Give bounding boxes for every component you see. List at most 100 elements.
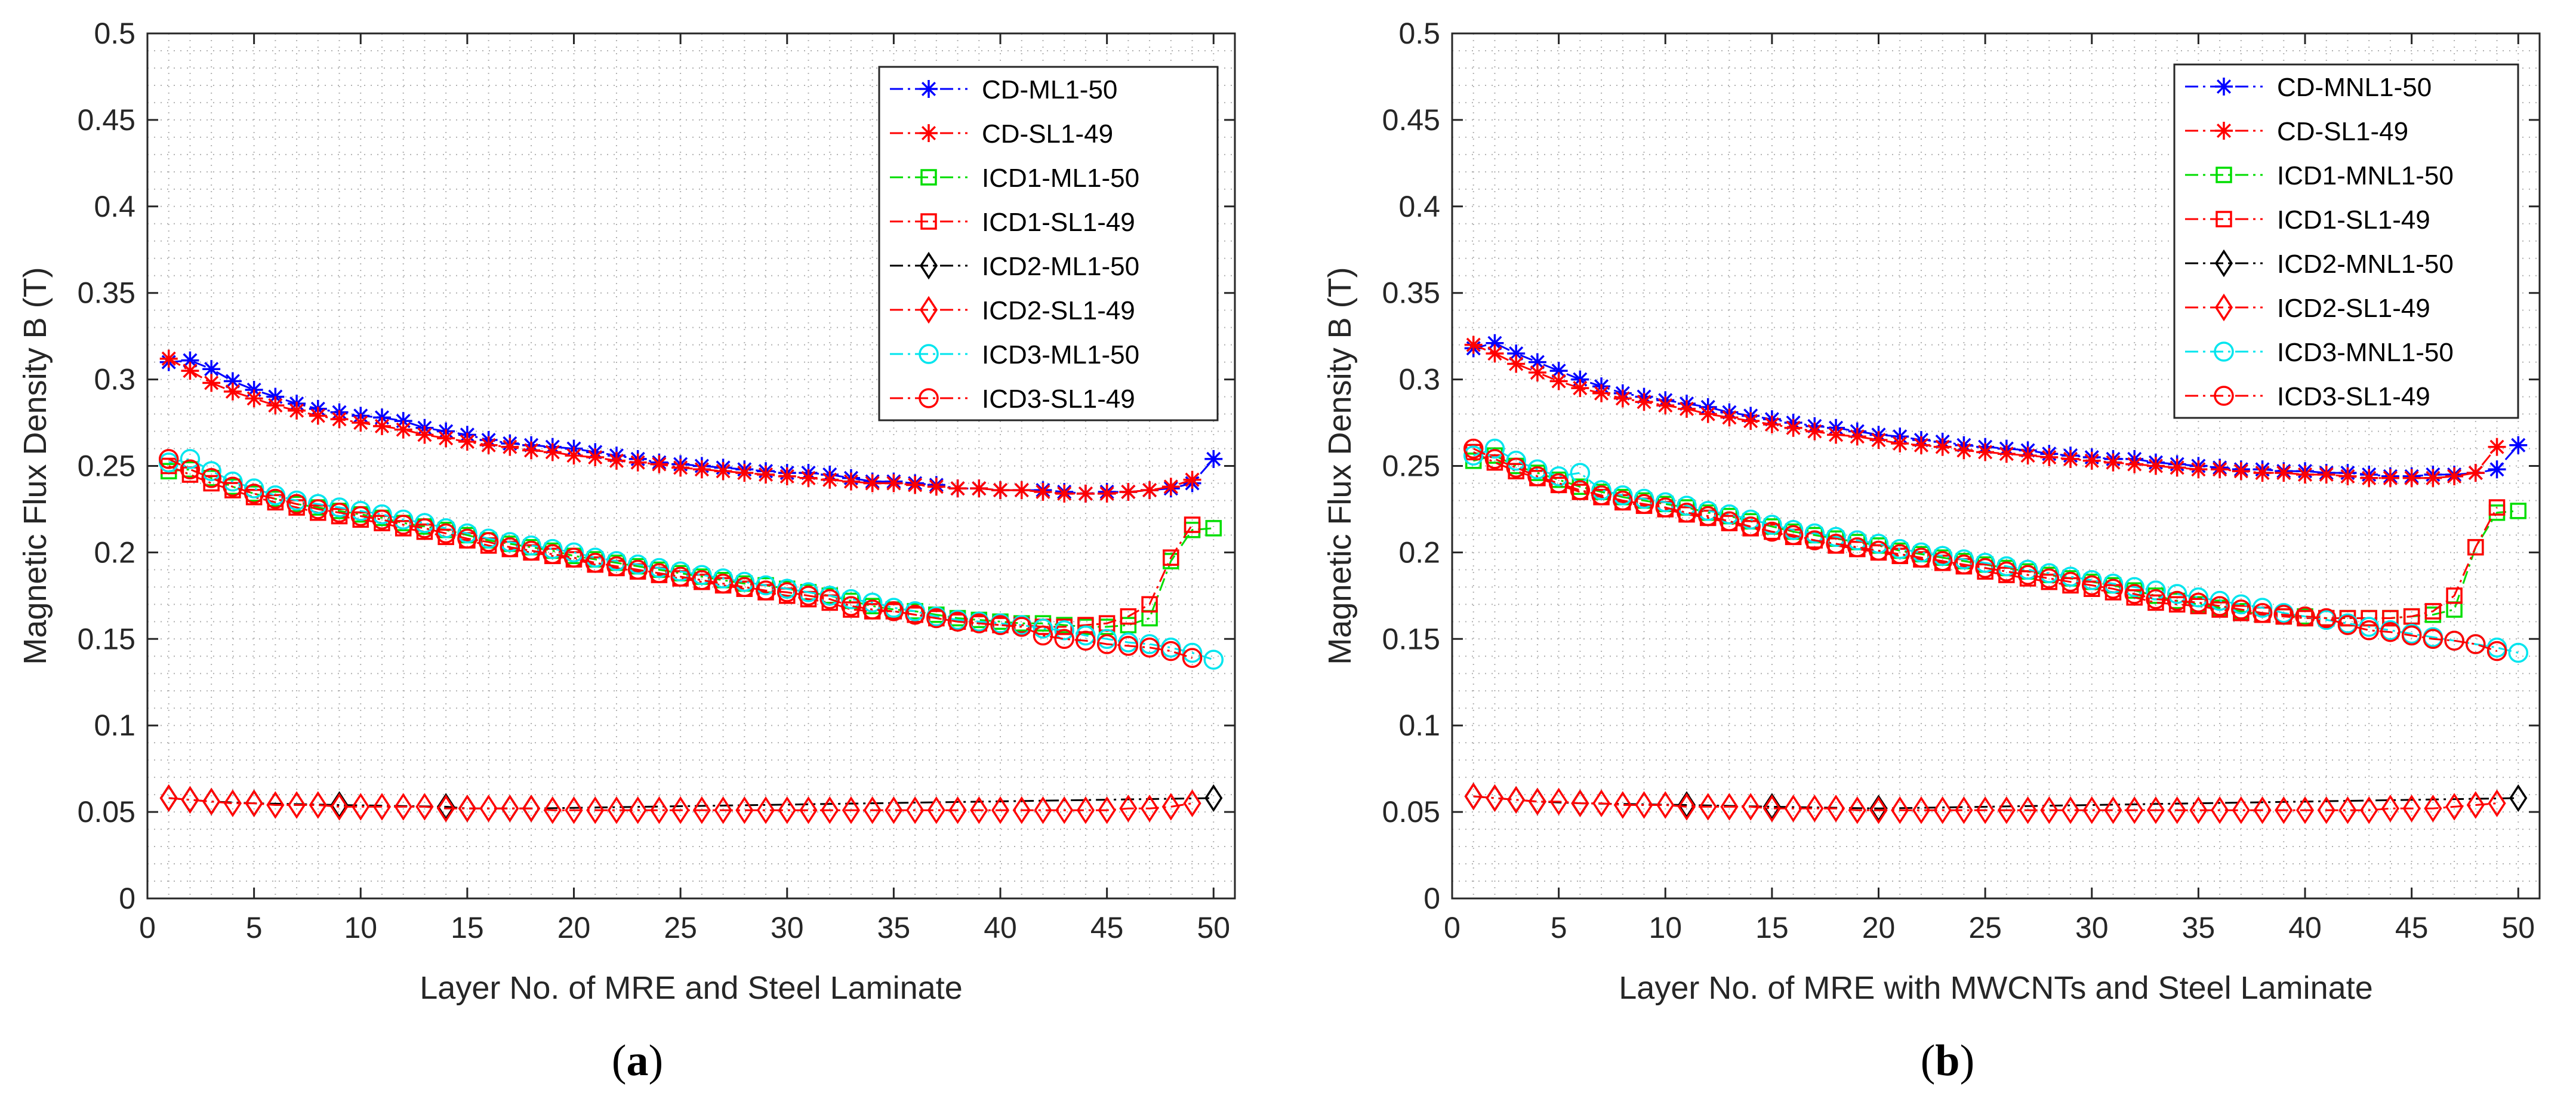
- y-tick-label: 0.4: [1398, 190, 1440, 223]
- data-point-d2: [2127, 457, 2142, 472]
- data-point: [330, 410, 349, 429]
- data-point: [223, 372, 242, 390]
- data-point-d2: [2489, 462, 2504, 477]
- data-point: [927, 478, 945, 496]
- data-point: [2124, 584, 2144, 604]
- data-point: [607, 451, 625, 470]
- data-point: [2402, 469, 2421, 487]
- data-point: [1506, 451, 1526, 471]
- data-point: [2252, 603, 2273, 623]
- data-point-d2: [588, 450, 603, 465]
- data-point: [202, 360, 221, 378]
- data-point-d2: [1999, 447, 2014, 461]
- data-point: [1848, 427, 1866, 446]
- data-point: [1592, 384, 1611, 402]
- data-point: [1118, 636, 1139, 656]
- y-tick-label: 0.25: [1382, 450, 1440, 483]
- legend-entry: ICD2-MNL1-50: [2185, 249, 2454, 279]
- data-point: [2211, 460, 2229, 479]
- y-tick-label: 0.5: [94, 17, 135, 50]
- legend-label: CD-MNL1-50: [2277, 73, 2432, 102]
- data-point: [436, 518, 456, 538]
- data-point: [2019, 796, 2037, 824]
- data-point: [437, 795, 455, 823]
- data-point: [2188, 587, 2209, 608]
- legend-marker: [919, 344, 939, 364]
- data-point: [927, 796, 945, 824]
- series-ICD2-SL1-49: [159, 784, 1201, 824]
- data-point: [223, 382, 242, 401]
- data-point: [521, 535, 541, 556]
- data-point: [565, 796, 583, 824]
- legend-marker: [920, 124, 938, 142]
- y-tick-label: 0.05: [1382, 795, 1440, 829]
- y-tick-label: 0.2: [1398, 535, 1440, 569]
- data-point-d2: [310, 408, 325, 423]
- data-point-d2: [1036, 484, 1050, 500]
- data-point: [2082, 575, 2102, 596]
- data-point-d2: [1658, 398, 1673, 413]
- data-point: [159, 349, 178, 368]
- data-point: [671, 796, 690, 824]
- data-point: [1486, 344, 1504, 363]
- data-point-d2: [2404, 470, 2419, 485]
- data-point-d2: [993, 483, 1008, 498]
- data-point: [2488, 460, 2506, 479]
- data-point: [969, 613, 990, 633]
- data-point: [2232, 796, 2250, 824]
- data-point: [1183, 789, 1201, 817]
- data-point: [1613, 485, 1633, 506]
- data-point: [2124, 577, 2144, 598]
- data-point: [393, 515, 414, 535]
- data-point: [1868, 540, 1889, 561]
- data-point-d2: [950, 481, 965, 496]
- x-tick-label: 30: [771, 911, 804, 944]
- data-point-d2: [1743, 414, 1758, 429]
- data-point-d2: [1594, 386, 1609, 401]
- data-point: [521, 540, 541, 561]
- data-point: [1548, 466, 1569, 487]
- y-tick-label: 0.45: [78, 103, 135, 137]
- data-point: [1912, 796, 1931, 824]
- data-point: [757, 465, 775, 484]
- data-point-d2: [1935, 439, 1950, 454]
- data-point-d2: [439, 431, 454, 446]
- legend-marker: [920, 213, 937, 230]
- data-point: [330, 793, 349, 821]
- data-point: [286, 494, 307, 515]
- data-point: [2359, 620, 2379, 641]
- data-point: [1033, 625, 1053, 646]
- data-point-d2: [2084, 453, 2099, 468]
- data-point: [1656, 791, 1675, 819]
- data-point: [2466, 791, 2485, 819]
- data-point: [1486, 784, 1504, 812]
- legend-marker: [919, 251, 938, 280]
- data-point: [1096, 629, 1117, 650]
- data-point: [2275, 464, 2293, 482]
- data-point: [1098, 484, 1116, 503]
- data-point-d2: [2297, 467, 2313, 482]
- legend-marker-d2: [921, 81, 936, 97]
- data-point: [2125, 796, 2144, 824]
- data-point: [2337, 615, 2358, 635]
- data-point: [1826, 527, 1846, 547]
- series-CD-SL1-49: [159, 349, 1201, 503]
- data-point: [2486, 641, 2507, 661]
- data-point: [1826, 795, 1845, 823]
- data-point: [1528, 787, 1546, 815]
- data-point-d2: [779, 469, 794, 484]
- data-point: [2060, 571, 2081, 592]
- data-point: [842, 796, 861, 824]
- legend-marker: [2214, 386, 2234, 406]
- legend-marker: [2216, 167, 2232, 183]
- data-point: [245, 789, 263, 817]
- data-point: [2316, 608, 2337, 629]
- data-point: [287, 791, 306, 819]
- legend-label: CD-SL1-49: [2277, 117, 2408, 146]
- data-point: [735, 464, 754, 482]
- data-point-d2: [865, 476, 880, 491]
- data-point: [180, 459, 201, 480]
- data-point-d2: [1893, 436, 1908, 451]
- data-point: [2189, 460, 2208, 479]
- data-point: [1953, 554, 1974, 575]
